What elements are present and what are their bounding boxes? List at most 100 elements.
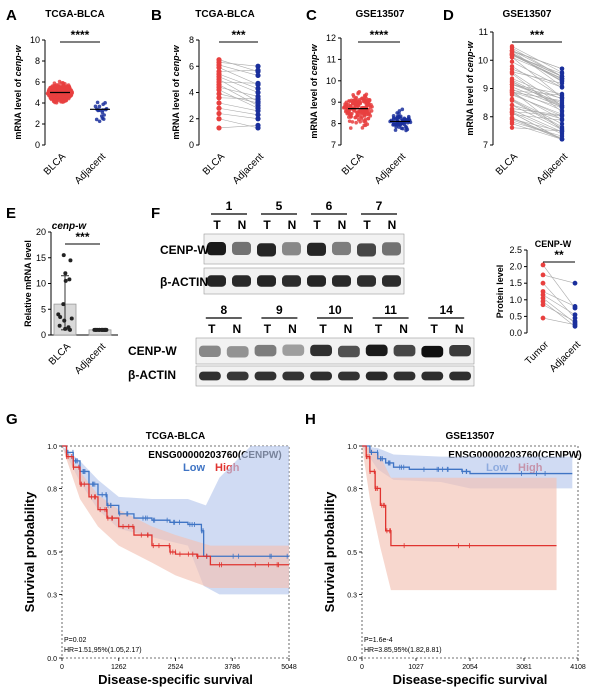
panel-G-ci-band-high: [62, 446, 289, 589]
panel-D-pair-line: [511, 99, 563, 128]
panel-E-category-label: BLCA: [47, 341, 73, 367]
panel-D-point-tumor: [509, 115, 515, 120]
panel-B-point-tumor: [216, 125, 222, 131]
panel-C-point: [361, 109, 365, 113]
panel-C-point: [348, 105, 353, 109]
panel-D-pair-line: [511, 94, 563, 115]
panel-F-quant-pair-line: [542, 304, 576, 322]
panel-F-quant-y-tick-label: 2.0: [509, 262, 522, 272]
panel-B-point-normal: [255, 72, 261, 79]
panel-G-curve-high: [62, 445, 289, 566]
panel-C-point: [354, 120, 358, 125]
panel-A-point: [61, 100, 66, 104]
panel-C-y-tick-label: 12: [326, 33, 336, 43]
blot-bottom-lane-T: T: [264, 322, 272, 336]
panel-C-point: [351, 93, 355, 97]
blot-bottom-actin-band: [365, 371, 388, 381]
panel-A-y-tick-label: 0: [35, 140, 40, 150]
panel-D-pair-line: [511, 84, 563, 99]
panel-H-x-tick-label: 3081: [516, 664, 532, 671]
blot-bottom-lane-N: N: [344, 322, 353, 336]
blot-top-cenpw-band: [357, 243, 376, 257]
blot-bottom-cenpw-band: [365, 344, 388, 357]
panel-F-quant-y-tick-label: 1.5: [509, 278, 522, 288]
blot-bottom-lane-N: N: [399, 322, 408, 336]
panel-A-y-tick-label: 8: [35, 56, 40, 66]
panel-D-point-tumor: [509, 79, 515, 84]
panel-F-quant-point-normal: [572, 280, 578, 286]
panel-D-pair-line: [511, 66, 563, 98]
panel-D-pair-line: [511, 86, 563, 108]
panel-C-point: [363, 123, 368, 128]
blot-top-lane-N: N: [238, 218, 247, 232]
panel-E-point: [63, 278, 68, 283]
panel-B-pair-line: [218, 97, 259, 100]
panel-C-point: [357, 97, 362, 102]
panel-D-point-normal: [559, 117, 565, 123]
panel-G-y-tick-label: 1.0: [47, 444, 57, 451]
panel-D-point-tumor: [509, 45, 515, 51]
blot-bottom-sample-number: 14: [440, 303, 454, 317]
panel-D-point-tumor: [509, 64, 515, 69]
panel-B-point-tumor: [216, 105, 222, 111]
panel-D-pair-line: [511, 47, 563, 77]
panel-E-point: [61, 302, 66, 307]
panel-G-curve-low: [62, 445, 289, 557]
panel-C-point: [356, 103, 361, 108]
panel-F-quant-ylabel: Protein level: [495, 265, 505, 319]
panel-C-category-label: BLCA: [340, 151, 366, 177]
panel-B-significance: ***: [231, 28, 245, 42]
panel-B-point-normal: [255, 67, 261, 73]
panel-B-point-normal: [255, 85, 261, 92]
blot-top-sample-number: 5: [276, 199, 283, 213]
panel-B-point-normal: [255, 96, 261, 102]
blot-bottom-lane-N: N: [288, 322, 297, 336]
panel-D-pair-line: [511, 111, 563, 117]
panel-C-point: [391, 116, 396, 120]
panel-G-ylabel: Survival probability: [22, 491, 37, 612]
panel-D-pair-line: [511, 108, 563, 116]
blot-top-cenpw-band: [232, 241, 251, 256]
panel-E-point: [61, 253, 66, 258]
panel-D-y-tick-label: 10: [478, 55, 488, 65]
panel-A-point: [46, 92, 51, 97]
panel-A-point: [103, 101, 107, 105]
panel-D-point-tumor: [509, 119, 515, 125]
panel-H-y-tick-label: 1.0: [347, 444, 357, 451]
panel-A-point: [102, 113, 106, 117]
panel-C-point: [350, 100, 355, 105]
panel-C-point: [394, 125, 398, 129]
panel-E-title: cenp-w: [52, 221, 88, 232]
panel-H-y-tick-label: 0.8: [347, 486, 357, 493]
panel-D-y-tick-label: 7: [483, 140, 488, 150]
panel-F-quant-point-tumor: [540, 299, 546, 304]
panel-A-point: [65, 86, 70, 91]
panel-D-y-tick-label: 9: [483, 84, 488, 94]
panel-B-point-normal: [255, 100, 261, 106]
blot-bottom-lane-N: N: [455, 322, 464, 336]
panel-F-quant-point-tumor: [540, 302, 546, 308]
panel-A-point: [57, 88, 62, 92]
panel-D-point-tumor: [509, 84, 515, 90]
panel-C-y-tick-label: 10: [326, 76, 336, 86]
blot-bottom-row-label-cenpw: CENP-W: [128, 344, 177, 358]
panel-C-point: [347, 119, 352, 123]
panel-C-point: [358, 109, 362, 114]
panel-H-ylabel: Survival probability: [322, 491, 337, 612]
panel-D-pair-line: [511, 46, 563, 73]
panel-C-y-tick-label: 7: [331, 140, 336, 150]
blot-bottom-cenpw-band: [226, 346, 249, 358]
panel-A-title: TCGA-BLCA: [45, 9, 104, 20]
panel-D-point-tumor: [509, 109, 515, 114]
panel-D-point-tumor: [509, 125, 515, 130]
panel-D-pair-line: [511, 127, 563, 132]
panel-C-point: [352, 109, 357, 113]
panel-B-point-normal: [255, 108, 261, 114]
panel-C-point: [397, 123, 402, 127]
panel-E-point: [99, 327, 104, 332]
panel-D-pair-line: [511, 56, 563, 98]
panel-A-point: [97, 104, 102, 109]
panel-B-pair-line: [218, 64, 259, 76]
blot-top-actin-band: [207, 275, 226, 287]
panel-B-point-normal: [255, 80, 261, 86]
